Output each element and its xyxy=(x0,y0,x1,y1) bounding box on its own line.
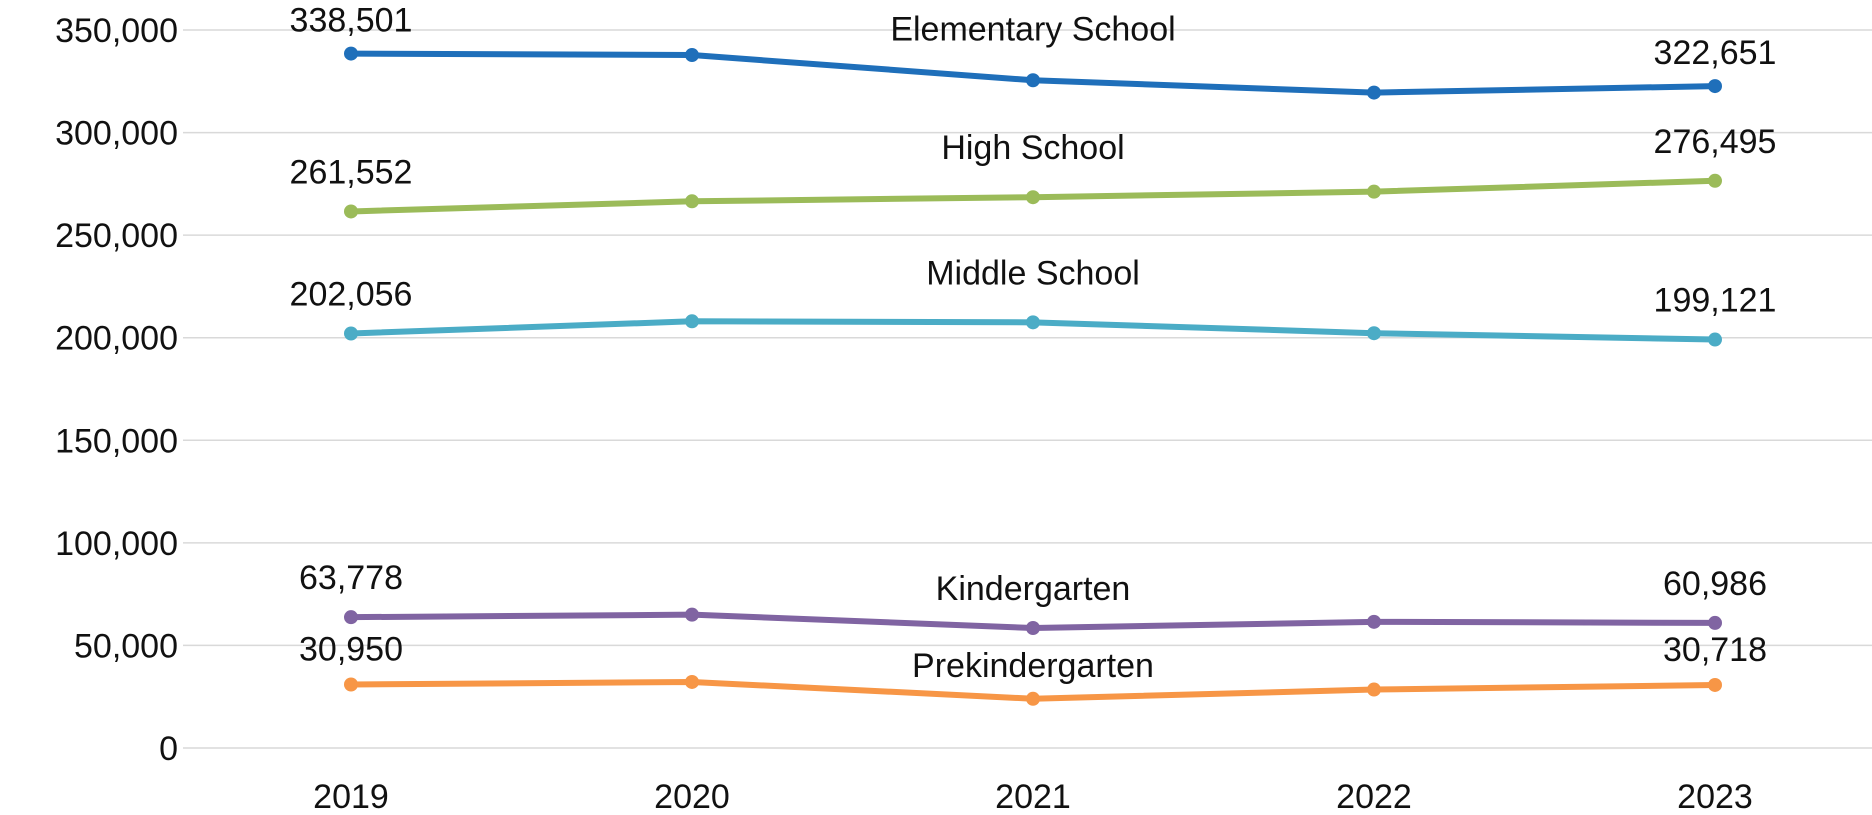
series-name-label: Middle School xyxy=(926,254,1140,292)
series-prekindergarten xyxy=(344,674,1722,706)
y-tick-label: 250,000 xyxy=(55,217,178,255)
data-point xyxy=(1026,315,1040,330)
data-label: 261,552 xyxy=(290,153,413,191)
y-tick-label: 100,000 xyxy=(55,525,178,563)
data-point xyxy=(1708,79,1722,94)
data-point xyxy=(1026,691,1040,706)
data-label: 322,651 xyxy=(1654,34,1777,72)
data-point xyxy=(344,677,358,692)
data-point xyxy=(1708,173,1722,188)
data-label: 63,778 xyxy=(299,559,403,597)
series-elementary-school xyxy=(344,46,1722,100)
data-label: 276,495 xyxy=(1654,123,1777,161)
data-point xyxy=(1367,614,1381,629)
data-label: 30,718 xyxy=(1663,631,1767,669)
data-point xyxy=(344,610,358,625)
x-tick-label: 2022 xyxy=(1336,778,1412,815)
data-point xyxy=(685,194,699,209)
y-tick-label: 0 xyxy=(159,730,178,768)
x-tick-label: 2023 xyxy=(1677,778,1753,815)
series-middle-school xyxy=(344,314,1722,347)
data-point xyxy=(344,46,358,61)
data-label: 338,501 xyxy=(290,2,413,40)
y-tick-label: 50,000 xyxy=(74,627,178,665)
grid-lines xyxy=(183,29,1872,749)
data-point xyxy=(1026,620,1040,635)
data-point xyxy=(685,607,699,622)
data-point xyxy=(1708,615,1722,630)
data-point xyxy=(1026,190,1040,205)
data-label: 60,986 xyxy=(1663,565,1767,603)
y-tick-label: 200,000 xyxy=(55,320,178,358)
data-point xyxy=(1026,73,1040,88)
data-point xyxy=(1367,184,1381,199)
data-label: 202,056 xyxy=(290,275,413,313)
data-point xyxy=(344,326,358,341)
data-labels: 338,501 322,651 Elementary School 261,552 27… xyxy=(290,2,1777,685)
series-name-label: Kindergarten xyxy=(936,570,1131,608)
data-point xyxy=(344,204,358,219)
series-name-label: Elementary School xyxy=(890,10,1175,48)
x-axis-tick-labels: 2019 2020 2021 2022 2023 xyxy=(313,778,1753,815)
data-label: 199,121 xyxy=(1654,282,1777,320)
data-point xyxy=(1708,677,1722,692)
x-tick-label: 2021 xyxy=(995,778,1071,815)
y-tick-label: 150,000 xyxy=(55,422,178,460)
y-tick-label: 300,000 xyxy=(55,115,178,153)
data-point xyxy=(1367,682,1381,697)
data-point xyxy=(685,314,699,329)
data-point xyxy=(685,48,699,63)
y-tick-label: 350,000 xyxy=(55,12,178,50)
data-label: 30,950 xyxy=(299,631,403,669)
series-high-school xyxy=(344,173,1722,219)
data-point xyxy=(685,674,699,689)
data-point xyxy=(1708,332,1722,347)
series-name-label: High School xyxy=(941,129,1124,167)
data-point xyxy=(1367,326,1381,341)
x-tick-label: 2019 xyxy=(313,778,389,815)
series-group xyxy=(344,46,1722,706)
series-kindergarten xyxy=(344,607,1722,635)
data-point xyxy=(1367,85,1381,100)
x-tick-label: 2020 xyxy=(654,778,730,815)
y-axis-tick-labels: 0 50,000 100,000 150,000 200,000 250,000 300,0… xyxy=(55,12,178,768)
series-name-label: Prekindergarten xyxy=(912,647,1154,685)
